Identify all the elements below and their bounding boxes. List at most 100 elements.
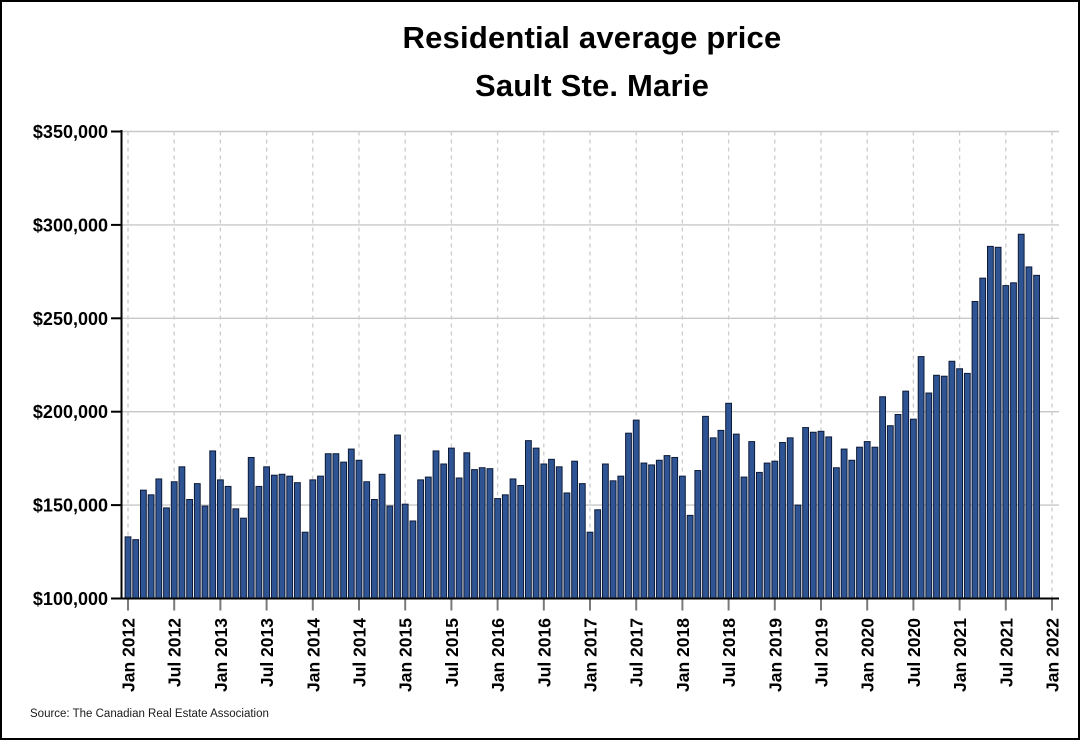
bar — [956, 368, 964, 599]
bar — [840, 448, 848, 599]
x-tick-label: Jan 2015 — [396, 618, 416, 692]
bar — [848, 459, 856, 599]
bar — [170, 481, 178, 599]
bar — [756, 471, 763, 599]
bar — [910, 418, 917, 600]
bar — [294, 482, 301, 599]
bar — [555, 466, 563, 599]
x-tick-label: Jan 2019 — [765, 618, 785, 692]
x-tick-label: Jul 2018 — [719, 618, 739, 687]
bar — [532, 447, 540, 599]
bar — [963, 372, 971, 599]
x-tick-label: Jul 2020 — [904, 618, 924, 687]
x-tick-label: Jul 2016 — [534, 618, 554, 687]
x-tick-label: Jan 2013 — [211, 618, 231, 692]
bar — [417, 479, 425, 600]
bar — [717, 429, 725, 599]
bar — [1033, 274, 1040, 599]
bar — [779, 442, 786, 599]
bar — [856, 446, 863, 599]
bar — [1002, 285, 1010, 599]
bar — [209, 450, 217, 599]
bar — [679, 475, 686, 599]
x-tick-label: Jul 2012 — [165, 618, 185, 687]
bar — [663, 455, 671, 599]
chart-title-line1: Residential average price — [402, 20, 782, 55]
x-tick-label: Jan 2022 — [1043, 618, 1063, 692]
bar — [632, 419, 640, 599]
bar — [917, 356, 925, 599]
bar — [648, 464, 656, 599]
bar — [655, 459, 663, 599]
bar — [594, 509, 602, 599]
bar — [455, 477, 463, 600]
bar — [702, 415, 709, 599]
bar — [987, 245, 994, 599]
bar — [640, 462, 648, 599]
bar — [571, 460, 579, 600]
bar — [979, 277, 987, 599]
bar — [794, 504, 802, 600]
bar — [748, 441, 756, 599]
bar — [263, 466, 271, 599]
bar — [948, 360, 956, 600]
bar — [478, 467, 486, 599]
bar — [394, 434, 401, 599]
bar — [232, 508, 240, 599]
bar — [686, 514, 694, 599]
bar — [186, 499, 193, 599]
bar — [625, 432, 632, 599]
x-tick-label: Jul 2013 — [257, 618, 277, 687]
bar — [933, 374, 940, 599]
bar — [224, 485, 232, 600]
bar — [386, 505, 394, 599]
bar — [833, 467, 840, 599]
bar — [817, 430, 825, 599]
bar — [463, 452, 471, 599]
bar — [771, 460, 779, 600]
bar — [1017, 233, 1025, 600]
bar — [709, 437, 717, 599]
bar — [1025, 266, 1033, 599]
bar — [332, 453, 340, 600]
bar — [509, 478, 517, 600]
bar — [193, 483, 201, 599]
bar — [147, 494, 155, 599]
x-tick-label: Jul 2021 — [996, 618, 1016, 687]
bar — [825, 436, 833, 600]
bar — [617, 475, 625, 599]
bar — [494, 498, 502, 599]
bar — [201, 505, 209, 599]
x-tick-label: Jul 2014 — [350, 618, 370, 687]
bar — [270, 474, 278, 599]
bar — [140, 489, 147, 599]
bar — [894, 414, 902, 599]
bar — [1010, 282, 1017, 599]
bar — [132, 539, 140, 599]
bar — [732, 433, 740, 599]
bar — [378, 473, 386, 599]
bar — [340, 461, 348, 600]
bar — [424, 476, 432, 599]
x-tick-label: Jul 2015 — [442, 618, 462, 687]
bar — [586, 531, 594, 599]
chart-title: Residential average price Sault Ste. Mar… — [122, 14, 1062, 110]
bar — [763, 462, 771, 599]
bar — [740, 476, 748, 599]
bar — [671, 456, 679, 599]
bar — [278, 473, 286, 599]
bar — [501, 494, 509, 599]
bar — [324, 453, 332, 600]
y-tick-label: $250,000 — [33, 309, 108, 329]
bar — [155, 478, 163, 600]
bar — [178, 466, 186, 599]
bar — [879, 396, 887, 600]
bar — [802, 427, 810, 599]
bar — [471, 469, 478, 599]
bar — [401, 503, 409, 600]
bar — [994, 246, 1002, 599]
bar — [871, 446, 879, 599]
bar — [124, 536, 132, 599]
